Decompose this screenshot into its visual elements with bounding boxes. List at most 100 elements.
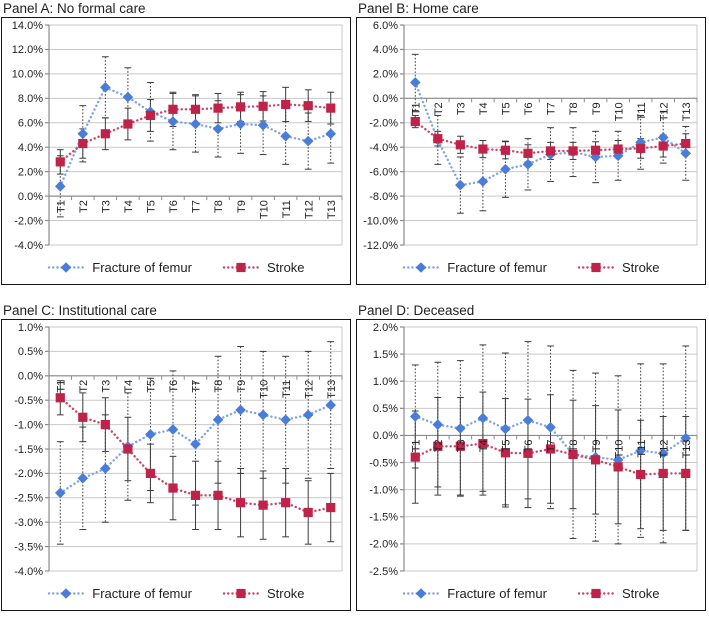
x-tick-label: T5: [501, 439, 513, 452]
marker-stroke-T5: [500, 145, 511, 155]
marker-stroke-T2: [78, 412, 88, 422]
marker-stroke-T10: [613, 144, 623, 154]
x-tick-label: T13: [681, 439, 693, 458]
x-tick-label: T7: [191, 380, 203, 393]
marker-femur-T5: [500, 163, 511, 175]
marker-femur-T3: [455, 423, 466, 434]
x-tick-label: T10: [613, 102, 625, 121]
x-tick-label: T6: [168, 200, 180, 213]
legend-marker-femur: [60, 261, 72, 273]
marker-stroke-T1: [410, 452, 420, 462]
legend-label: Fracture of femur: [92, 585, 192, 601]
marker-stroke-T4: [478, 144, 488, 154]
marker-femur-T11: [635, 445, 646, 456]
legend-swatch-stroke: [577, 262, 615, 272]
marker-stroke-T6: [168, 104, 178, 114]
marker-stroke-T9: [590, 145, 601, 155]
marker-stroke-T11: [281, 498, 291, 508]
x-tick-label: T8: [568, 439, 580, 452]
legend-swatch-femur: [403, 261, 440, 273]
y-tick-label: -1.0%: [14, 419, 43, 431]
x-axis-labels: T1 T2 T3 T4 T5 T6 T7 T8 T9 T10 T11 T12 T13: [55, 380, 337, 399]
y-tick-label: 4.0%: [373, 44, 398, 56]
marker-femur-T1: [54, 487, 66, 499]
x-tick-label: T8: [213, 200, 225, 213]
x-tick-label: T4: [123, 380, 135, 393]
legend-item-femur: Fracture of femur: [402, 586, 547, 601]
marker-stroke-T7: [190, 104, 201, 114]
marker-stroke-T3: [100, 420, 110, 430]
marker-stroke-T13: [681, 138, 691, 149]
x-axis-labels: T1 T2 T3 T4 T5 T6 T7 T8 T9 T10 T11 T12 T13: [55, 200, 337, 219]
y-tick-label: -2.0%: [369, 539, 398, 551]
legend-item-stroke: Stroke: [222, 586, 305, 601]
y-tick-label: -4.0%: [14, 566, 43, 576]
error-bars-stroke: [56, 380, 335, 545]
marker-stroke-T9: [590, 455, 601, 465]
y-tick-label: 0.0%: [373, 93, 398, 105]
y-tick-label: 4.0%: [18, 142, 43, 154]
x-axis: [48, 375, 343, 380]
panel-a-chart-box: 14.0% 12.0% 10.0% 8.0% 6.0% 4.0% 2.0% 0.0% -2.0%…: [1, 17, 351, 285]
marker-stroke-T13: [326, 502, 336, 513]
panel-a-title: Panel A: No formal care: [3, 1, 146, 16]
marker-femur-T6: [522, 414, 534, 426]
panel-a-legend: Fracture of femur Stroke: [2, 250, 350, 284]
y-tick-label: 10.0%: [12, 69, 43, 81]
x-tick-label: T9: [236, 200, 248, 213]
panel-c-plot: 1.0% 0.5% 0.0% -0.5% -1.0% -1.5% -2.0% -2.5% -3.…: [14, 322, 343, 576]
marker-stroke-T10: [258, 101, 268, 111]
marker-stroke-T3: [455, 140, 465, 150]
marker-stroke-T6: [523, 148, 533, 158]
x-tick-label: T9: [236, 380, 248, 393]
panel-b-plot: 6.0% 4.0% 2.0% 0.0% -2.0% -4.0% -6.0% -8.0% -10.…: [363, 20, 698, 250]
x-tick-label: T7: [546, 439, 558, 452]
legend-marker-stroke: [236, 588, 246, 598]
panel-d-chart-box: 2.0% 1.5% 1.0% 0.5% 0.0% -0.5% -1.0% -1.5% -2.0%…: [356, 319, 706, 611]
marker-stroke-T13: [681, 468, 691, 478]
x-tick-label: T1: [410, 439, 422, 452]
x-tick-label: T13: [681, 102, 693, 121]
marker-stroke-T10: [613, 462, 623, 472]
legend-label: Fracture of femur: [447, 259, 547, 275]
legend-swatch-stroke: [222, 588, 260, 598]
legend-swatch-femur: [403, 587, 440, 599]
x-axis-labels: T1 T2 T3 T4 T5 T6 T7 T8 T9 T10 T11 T12 T13: [410, 439, 692, 458]
marker-stroke-T12: [303, 101, 313, 111]
legend-label: Fracture of femur: [447, 585, 547, 601]
marker-femur-T7: [545, 422, 556, 433]
x-tick-label: T8: [213, 380, 225, 393]
x-axis-labels: T1 T2 T3 T4 T5 T6 T7 T8 T9 T10 T11 T12 T13: [410, 102, 692, 121]
marker-femur-T3: [455, 179, 466, 191]
y-tick-label: 0.0%: [373, 430, 398, 442]
marker-stroke-T6: [168, 483, 178, 493]
y-axis-labels: 1.0% 0.5% 0.0% -0.5% -1.0% -1.5% -2.0% -2.5% -3.…: [14, 322, 49, 576]
marker-stroke-T8: [213, 490, 223, 500]
x-tick-label: T10: [613, 439, 625, 458]
legend-label: Stroke: [621, 259, 660, 275]
marker-stroke-T4: [123, 119, 133, 129]
panel-d-plot: 2.0% 1.5% 1.0% 0.5% 0.0% -0.5% -1.0% -1.5% -2.0%…: [369, 322, 698, 576]
marker-femur-T2: [77, 472, 89, 484]
marker-femur-T8: [212, 414, 224, 426]
marker-femur-T7: [190, 438, 201, 450]
y-tick-label: 12.0%: [12, 44, 43, 56]
x-tick-label: T11: [281, 380, 293, 398]
marker-stroke-T7: [545, 444, 556, 454]
x-tick-label: T5: [146, 200, 158, 213]
y-tick-label: 2.0%: [373, 322, 398, 334]
x-tick-label: T7: [191, 200, 203, 213]
x-tick-label: T2: [433, 439, 445, 452]
marker-stroke-T4: [478, 438, 488, 449]
marker-femur-T11: [280, 130, 291, 142]
marker-femur-T13: [325, 399, 337, 411]
x-tick-label: T4: [123, 200, 135, 213]
marker-stroke-T11: [636, 143, 646, 154]
series-markers-stroke: [55, 393, 336, 518]
x-tick-label: T2: [78, 200, 90, 213]
y-tick-label: -2.5%: [369, 566, 398, 576]
legend-label: Stroke: [266, 585, 305, 601]
marker-stroke-T3: [100, 129, 110, 139]
panel-c-title: Panel C: Institutional care: [3, 303, 157, 318]
